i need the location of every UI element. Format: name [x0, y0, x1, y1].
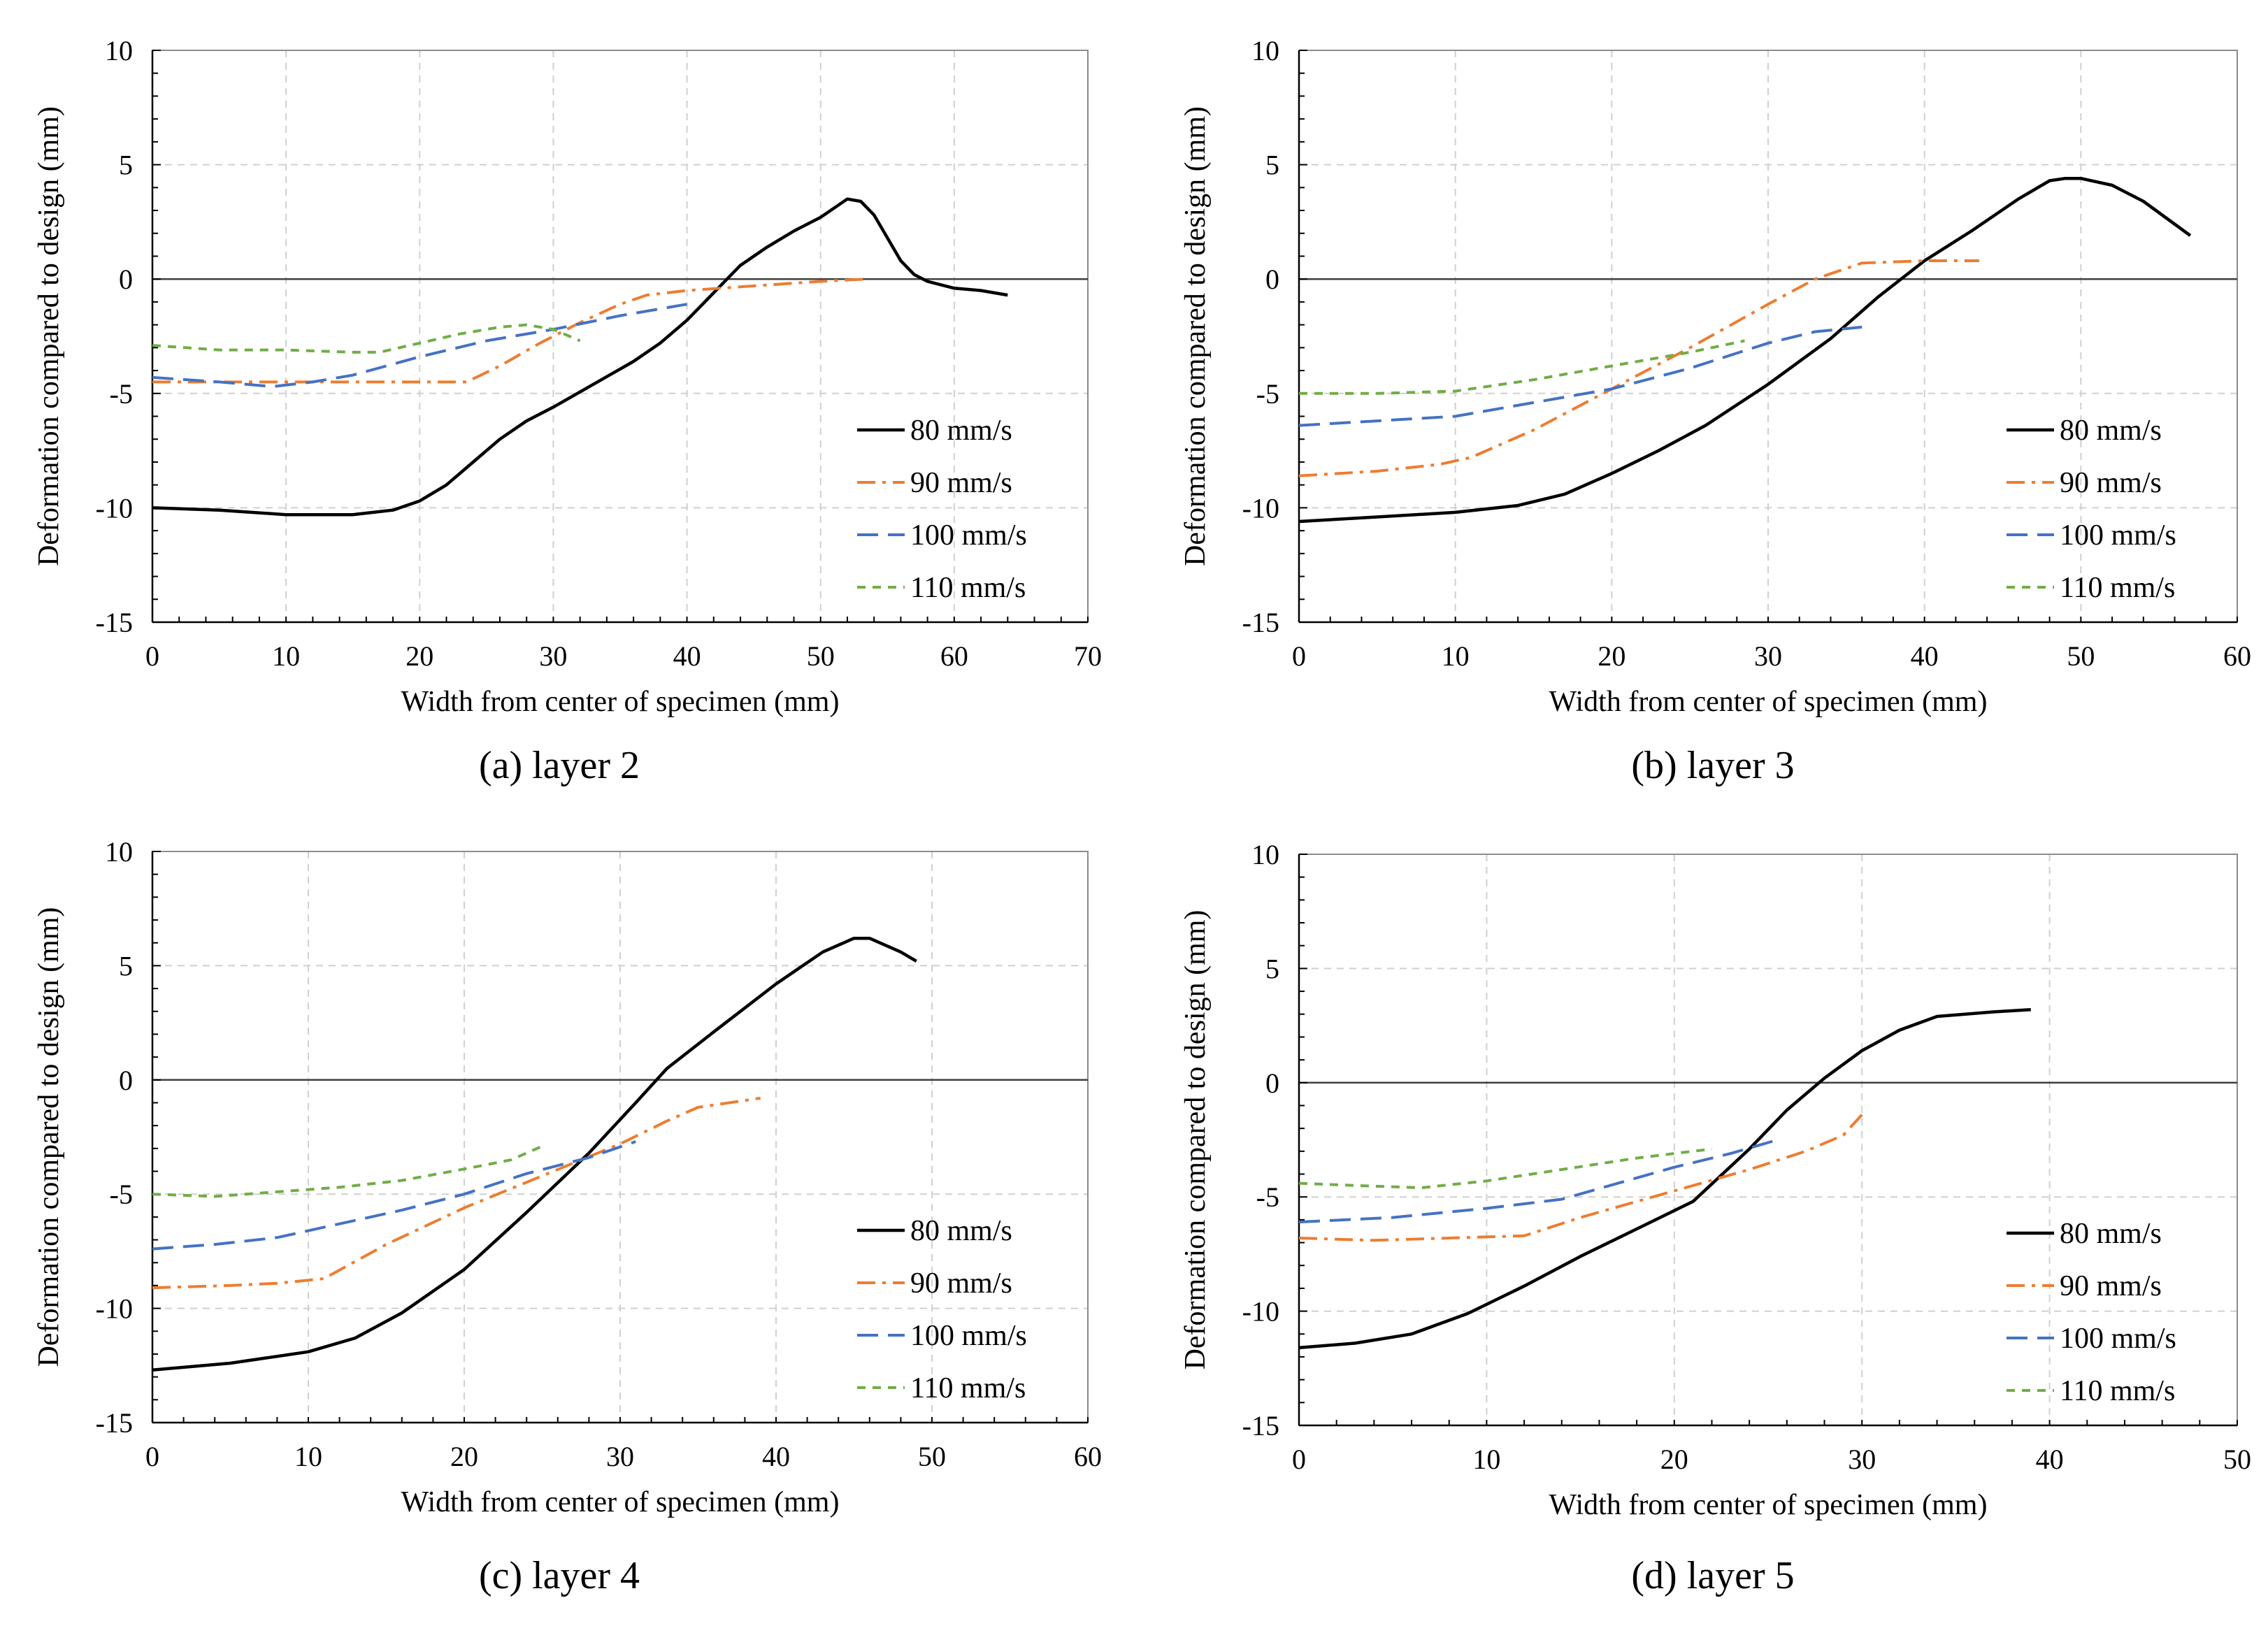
x-tick-label: 30	[1754, 640, 1782, 672]
panel-caption: (a) layer 2	[479, 744, 640, 787]
panel-caption: (c) layer 4	[479, 1554, 640, 1597]
y-tick-label: -10	[96, 1293, 133, 1325]
y-tick-label: 5	[1265, 150, 1279, 181]
x-tick-label: 50	[918, 1441, 946, 1472]
y-tick-label: -5	[1256, 1181, 1279, 1213]
x-axis-label: Width from center of specimen (mm)	[401, 686, 840, 718]
legend-label-110: 110 mm/s	[2060, 1375, 2175, 1407]
legend-label-110: 110 mm/s	[910, 1372, 1026, 1404]
x-axis-label: Width from center of specimen (mm)	[1549, 1489, 1988, 1521]
y-tick-label: 0	[119, 1065, 133, 1096]
legend-label-80: 80 mm/s	[910, 415, 1012, 447]
series-line-110	[152, 1144, 543, 1198]
legend-label-100: 100 mm/s	[910, 519, 1027, 552]
y-tick-label: 10	[1251, 839, 1279, 870]
series-line-100	[152, 1140, 636, 1251]
y-tick-label: -15	[96, 1407, 133, 1439]
x-tick-label: 40	[2036, 1444, 2064, 1475]
y-tick-label: 10	[105, 35, 133, 66]
x-tick-label: 10	[272, 640, 300, 672]
legend-label-80: 80 mm/s	[910, 1215, 1012, 1247]
panel-caption: (b) layer 3	[1631, 744, 1794, 787]
y-axis-label: Deformation compared to design (mm)	[33, 907, 65, 1367]
legend-label-110: 110 mm/s	[910, 572, 1026, 604]
x-tick-label: 0	[1292, 1444, 1306, 1475]
x-tick-label: 20	[405, 640, 433, 672]
x-tick-label: 40	[1911, 640, 1939, 672]
series-line-90	[1298, 259, 1979, 477]
x-tick-label: 0	[1292, 640, 1306, 672]
y-tick-label: -5	[1256, 378, 1279, 410]
y-tick-label: -10	[96, 492, 133, 524]
legend-label-80: 80 mm/s	[2060, 1218, 2162, 1250]
x-tick-label: 20	[1660, 1444, 1688, 1475]
x-tick-label: 50	[2067, 640, 2095, 672]
x-tick-label: 60	[1074, 1441, 1102, 1472]
x-tick-label: 10	[1472, 1444, 1500, 1475]
series-line-80	[1298, 176, 2192, 524]
legend-label-100: 100 mm/s	[910, 1320, 1027, 1352]
legend-label-110: 110 mm/s	[2060, 572, 2175, 604]
x-tick-label: 60	[2223, 640, 2251, 672]
legend-label-100: 100 mm/s	[2060, 1323, 2176, 1355]
y-tick-label: -5	[110, 1179, 133, 1210]
series-line-100	[152, 303, 687, 388]
y-tick-label: -5	[110, 378, 133, 410]
series-line-80	[152, 936, 917, 1372]
x-axis-label: Width from center of specimen (mm)	[401, 1486, 840, 1518]
y-tick-label: 10	[1251, 35, 1279, 66]
y-tick-label: 0	[1265, 1067, 1279, 1099]
x-tick-label: 60	[940, 640, 968, 672]
chart-panel-4: -15 -10 -5 0 5 10 0 10 20 30 40 50 Width from center…	[1179, 839, 2251, 1597]
series-line-110	[152, 323, 581, 354]
y-tick-label: 10	[105, 836, 133, 868]
series-line-110	[1299, 339, 1745, 395]
chart-panel-1: -15 -10 -5 0 5 10 0 10 20 30 40 50 60 70 Width from ce…	[33, 35, 1102, 787]
x-tick-label: 20	[1598, 640, 1625, 672]
chart-panel-3: -15 -10 -5 0 5 10 0 10 20 30 40 50 60 Width from cent…	[33, 836, 1102, 1597]
legend-label-90: 90 mm/s	[910, 1267, 1012, 1300]
x-tick-label: 50	[807, 640, 835, 672]
y-tick-label: 5	[119, 150, 133, 181]
x-tick-label: 20	[450, 1441, 478, 1472]
x-tick-label: 70	[1074, 640, 1102, 672]
y-axis-label: Deformation compared to design (mm)	[1179, 106, 1212, 566]
x-tick-label: 30	[606, 1441, 634, 1472]
y-tick-label: 0	[1265, 264, 1279, 295]
y-tick-label: 0	[119, 264, 133, 295]
legend-label-100: 100 mm/s	[2060, 519, 2176, 552]
x-tick-label: 40	[673, 640, 701, 672]
series-line-100	[1298, 325, 1863, 427]
y-tick-label: -15	[96, 607, 133, 638]
x-tick-label: 0	[145, 1441, 159, 1472]
x-tick-label: 0	[145, 640, 159, 672]
y-tick-label: 5	[119, 950, 133, 981]
x-tick-label: 10	[294, 1441, 322, 1472]
series-line-80	[152, 197, 1008, 517]
y-tick-label: -15	[1242, 1410, 1279, 1441]
legend-label-90: 90 mm/s	[2060, 467, 2162, 499]
legend-label-90: 90 mm/s	[910, 467, 1012, 499]
y-tick-label: 5	[1265, 953, 1279, 984]
legend-label-80: 80 mm/s	[2060, 415, 2162, 447]
y-tick-label: -15	[1242, 607, 1279, 638]
x-tick-label: 30	[1848, 1444, 1876, 1475]
panel-caption: (d) layer 5	[1631, 1554, 1794, 1597]
y-axis-label: Deformation compared to design (mm)	[33, 106, 65, 566]
series-line-110	[1298, 1147, 1712, 1190]
x-axis-label: Width from center of specimen (mm)	[1549, 686, 1988, 718]
y-tick-label: -10	[1242, 1296, 1279, 1328]
y-axis-label: Deformation compared to design (mm)	[1179, 910, 1212, 1370]
series-line-90	[152, 1096, 761, 1290]
series-line-80	[1298, 1007, 2031, 1350]
x-tick-label: 40	[762, 1441, 790, 1472]
x-tick-label: 10	[1442, 640, 1470, 672]
x-tick-label: 50	[2223, 1444, 2251, 1475]
series-line-100	[1298, 1138, 1778, 1224]
x-tick-label: 30	[539, 640, 567, 672]
legend-label-90: 90 mm/s	[2060, 1270, 2162, 1302]
y-tick-label: -10	[1242, 492, 1279, 524]
chart-panel-2: -15 -10 -5 0 5 10 0 10 20 30 40 50 60 Width from cent…	[1179, 35, 2251, 787]
